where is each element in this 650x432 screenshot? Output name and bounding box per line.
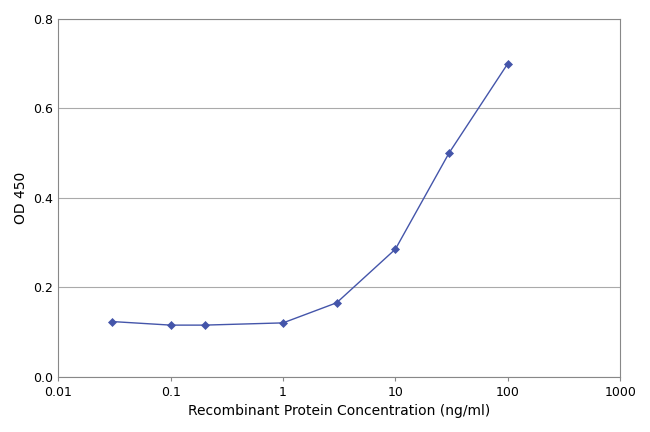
Y-axis label: OD 450: OD 450 [14, 172, 28, 224]
X-axis label: Recombinant Protein Concentration (ng/ml): Recombinant Protein Concentration (ng/ml… [188, 404, 490, 418]
